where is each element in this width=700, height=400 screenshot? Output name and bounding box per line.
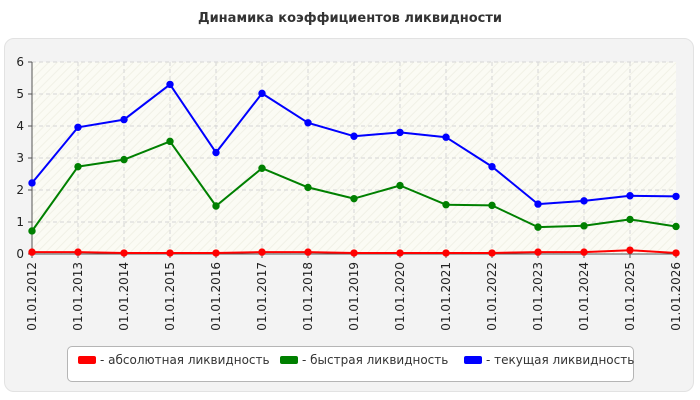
data-point-0 — [350, 249, 358, 257]
data-point-0 — [534, 248, 542, 256]
series-lines — [28, 80, 680, 257]
data-point-2 — [74, 123, 82, 131]
data-point-1 — [488, 201, 496, 210]
data-point-2 — [258, 89, 266, 98]
data-point-1 — [304, 183, 312, 192]
data-point-0 — [672, 249, 680, 257]
legend: - абсолютная ликвидность - быстрая ликви… — [67, 346, 634, 382]
data-point-2 — [166, 80, 174, 89]
data-point-1 — [580, 222, 588, 230]
y-tick-label: 4 — [16, 119, 24, 133]
data-point-2 — [672, 192, 680, 201]
data-point-1 — [672, 222, 680, 231]
data-point-0 — [258, 248, 266, 256]
data-point-1 — [350, 194, 358, 203]
data-point-2 — [580, 197, 588, 205]
x-tick-label: 01.01.2023 — [531, 262, 545, 331]
x-tick-label: 01.01.2021 — [439, 262, 453, 331]
data-point-0 — [442, 249, 450, 257]
data-point-2 — [212, 148, 220, 157]
x-tick-label: 01.01.2013 — [71, 262, 85, 331]
x-tick-label: 01.01.2014 — [117, 262, 131, 331]
data-point-0 — [28, 248, 36, 256]
legend-swatch-absolute — [78, 356, 96, 364]
data-point-1 — [258, 164, 266, 172]
data-point-1 — [626, 215, 634, 224]
data-point-1 — [74, 162, 82, 171]
data-point-2 — [120, 115, 128, 124]
data-point-1 — [28, 227, 36, 235]
x-tick-label: 01.01.2016 — [209, 262, 223, 331]
y-tick-labels: 0 1 2 3 4 5 6 — [16, 55, 24, 261]
data-point-1 — [120, 155, 128, 164]
y-tick-label: 2 — [16, 183, 24, 197]
data-point-0 — [396, 249, 404, 257]
data-point-0 — [580, 248, 588, 256]
data-point-0 — [626, 246, 634, 254]
legend-label-quick: - быстрая ликвидность — [302, 353, 449, 367]
data-point-0 — [488, 249, 496, 257]
y-tick-label: 3 — [16, 151, 24, 165]
x-tick-label: 01.01.2012 — [25, 262, 39, 331]
x-tick-label: 01.01.2019 — [347, 262, 361, 331]
x-tick-label: 01.01.2020 — [393, 262, 407, 331]
data-point-2 — [488, 162, 496, 171]
data-point-2 — [28, 179, 36, 187]
y-tick-label: 0 — [16, 247, 24, 261]
data-point-2 — [304, 119, 312, 127]
y-tick-label: 6 — [16, 55, 24, 69]
legend-swatch-quick — [280, 356, 298, 364]
data-point-0 — [166, 249, 174, 257]
x-tick-labels: 01.01.2012 01.01.2013 01.01.2014 01.01.2015… — [25, 262, 683, 331]
data-point-1 — [442, 201, 450, 209]
chart-title: Динамика коэффициентов ликвидности — [198, 11, 502, 26]
legend-label-absolute: - абсолютная ликвидность — [100, 353, 270, 367]
legend-swatch-current — [464, 356, 482, 364]
data-point-0 — [120, 249, 128, 257]
data-point-2 — [350, 132, 358, 140]
y-tick-label: 5 — [16, 87, 24, 101]
data-point-2 — [396, 128, 404, 137]
data-point-2 — [626, 192, 634, 200]
x-tick-label: 01.01.2026 — [669, 262, 683, 331]
legend-label-current: - текущая ликвидность — [486, 353, 635, 367]
data-point-0 — [74, 248, 82, 256]
x-tick-label: 01.01.2018 — [301, 262, 315, 331]
data-point-2 — [534, 200, 542, 208]
data-point-1 — [534, 223, 542, 231]
data-point-2 — [442, 133, 450, 141]
grid-lines — [32, 61, 676, 254]
data-point-0 — [304, 248, 312, 256]
data-point-1 — [166, 137, 174, 146]
x-tick-label: 01.01.2022 — [485, 262, 499, 331]
x-tick-label: 01.01.2015 — [163, 262, 177, 331]
data-point-1 — [212, 202, 220, 210]
x-tick-label: 01.01.2025 — [623, 262, 637, 331]
x-tick-label: 01.01.2024 — [577, 262, 591, 331]
y-tick-label: 1 — [16, 215, 24, 229]
x-tick-label: 01.01.2017 — [255, 262, 269, 331]
data-point-0 — [212, 249, 220, 257]
data-point-1 — [396, 181, 404, 190]
